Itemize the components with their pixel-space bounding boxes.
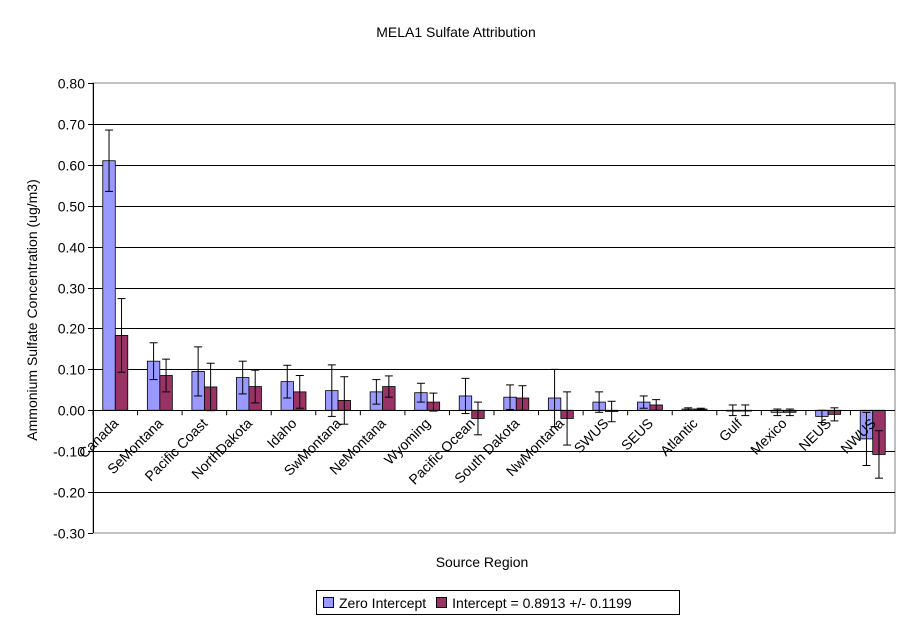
y-tick-label: -0.30 (53, 526, 85, 542)
y-tick-label: 0.80 (58, 76, 85, 92)
y-tick-label: -0.10 (53, 444, 85, 460)
legend-swatch-intercept (436, 597, 448, 608)
y-tick-label: 0.10 (58, 362, 85, 378)
plot-background (92, 82, 896, 534)
y-tick-label: 0.60 (58, 158, 85, 174)
y-axis-title: Ammonium Sulfate Concentration (ug/m3) (24, 179, 40, 440)
y-tick-label: 0.70 (58, 117, 85, 133)
legend-item-zero-intercept: Zero Intercept (323, 595, 426, 611)
y-tick-label: -0.20 (53, 485, 85, 501)
plot-area: 0.80 0.70 0.60 0.50 0.40 0.30 0.20 0.10 0.00 -0.1… (53, 76, 896, 542)
legend-label-intercept: Intercept = 0.8913 +/- 0.1199 (452, 594, 632, 611)
legend: Zero Intercept Intercept = 0.8913 +/- 0.… (316, 590, 680, 615)
legend-label-zero-intercept: Zero Intercept (339, 594, 427, 611)
y-tick-label: 0.30 (58, 281, 85, 297)
y-tick-label: 0.50 (58, 199, 85, 215)
x-axis-title: Source Region (436, 554, 529, 570)
legend-swatch-zero-intercept (323, 597, 334, 608)
y-tick-label: 0.20 (58, 321, 85, 337)
legend-item-intercept: Intercept = 0.8913 +/- 0.1199 (436, 595, 632, 611)
bar-s1 (102, 160, 116, 411)
y-tick-label: 0.40 (58, 240, 85, 256)
chart-title: MELA1 Sulfate Attribution (376, 24, 536, 40)
y-tick-label: 0.00 (58, 403, 85, 419)
